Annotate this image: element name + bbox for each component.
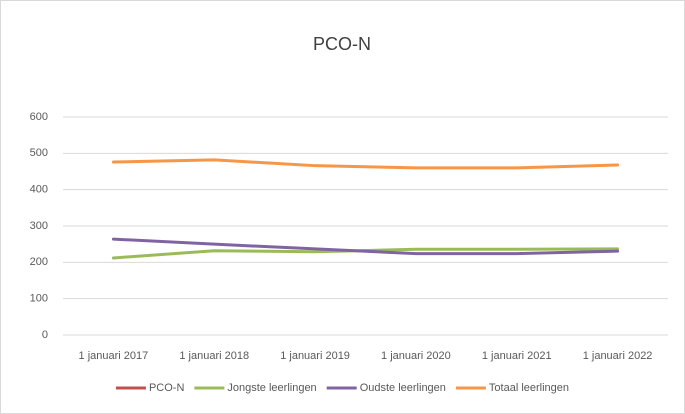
y-tick-label: 600 <box>30 111 48 123</box>
chart-title: PCO-N <box>313 34 371 54</box>
x-tick-label: 1 januari 2017 <box>79 350 149 362</box>
x-tick-label: 1 januari 2020 <box>381 350 451 362</box>
y-tick-label: 400 <box>30 184 48 196</box>
x-tick-label: 1 januari 2022 <box>583 350 653 362</box>
legend-label: Totaal leerlingen <box>489 382 569 394</box>
y-tick-label: 100 <box>30 293 48 305</box>
series-line <box>111 237 620 256</box>
y-tick-label: 0 <box>42 329 48 341</box>
x-tick-label: 1 januari 2019 <box>280 350 350 362</box>
legend-label: Jongste leerlingen <box>227 382 316 394</box>
y-tick-label: 300 <box>30 220 48 232</box>
legend-label: Oudste leerlingen <box>360 382 446 394</box>
series-line <box>111 158 620 170</box>
legend-label: PCO-N <box>149 382 185 394</box>
x-tick-label: 1 januari 2018 <box>179 350 249 362</box>
y-tick-label: 200 <box>30 256 48 268</box>
x-tick-label: 1 januari 2021 <box>482 350 552 362</box>
y-tick-label: 500 <box>30 147 48 159</box>
